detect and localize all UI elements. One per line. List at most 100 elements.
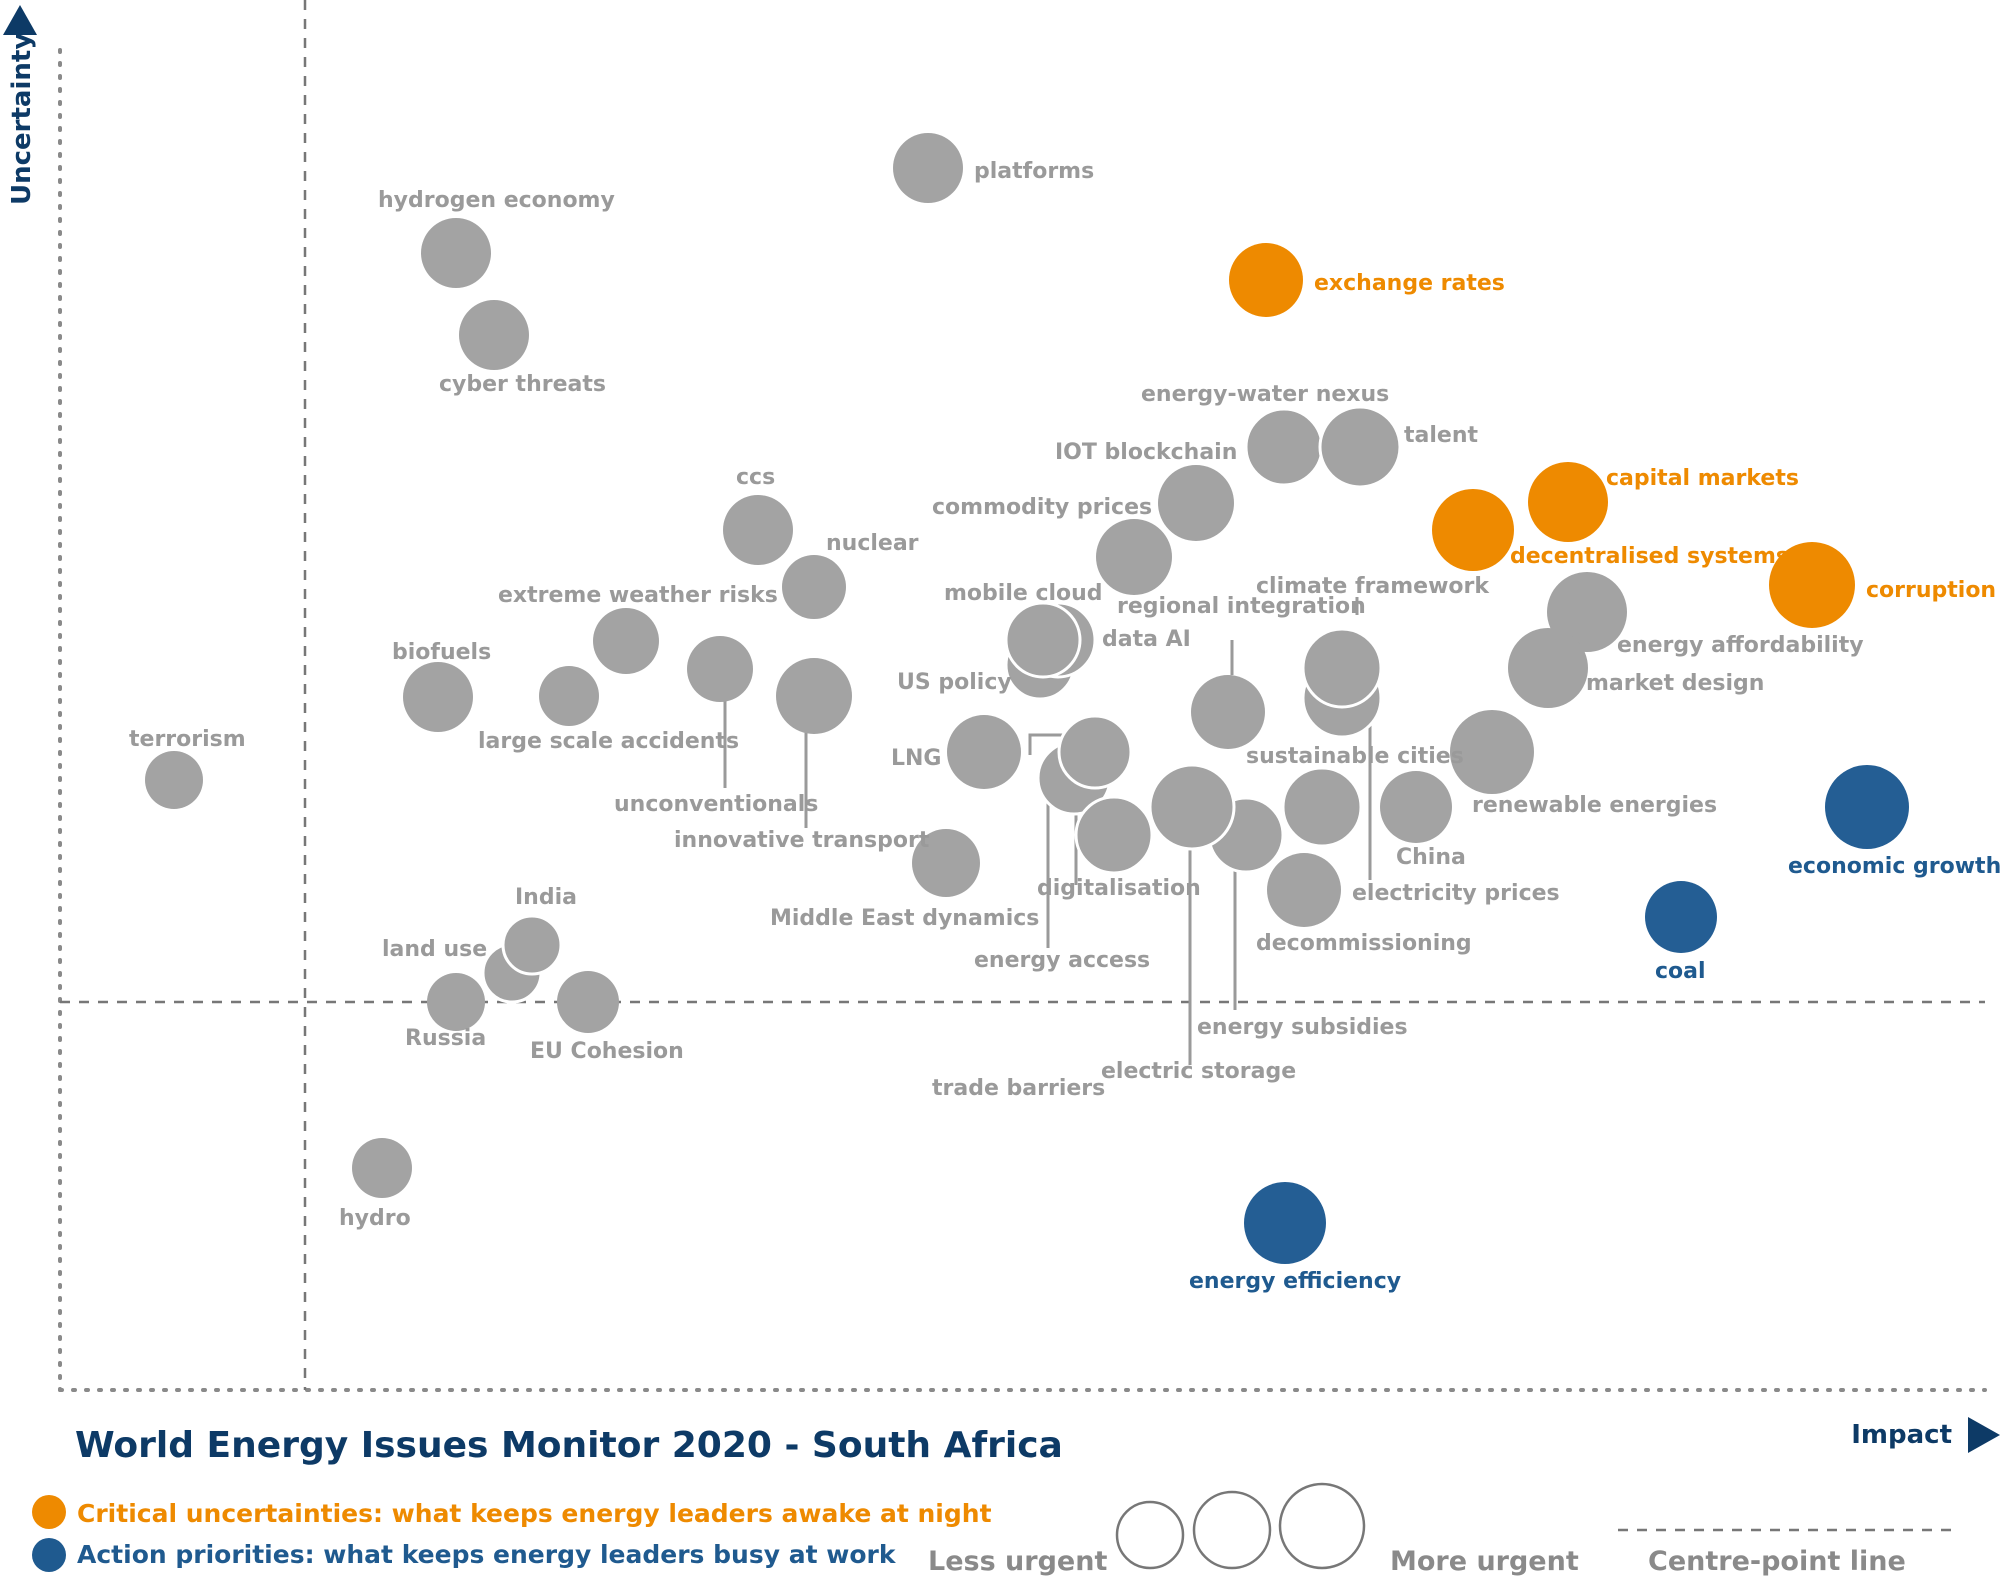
bubble-extreme-weather-risks <box>593 608 659 674</box>
label-iot-blockchain: IOT blockchain <box>1055 440 1237 465</box>
label-regional-integration: regional integration <box>1117 594 1366 619</box>
legend-critical: Critical uncertainties: what keeps energ… <box>77 1499 992 1528</box>
y-axis-arrow-icon <box>3 5 37 35</box>
label-hydro: hydro <box>339 1206 411 1231</box>
y-axis-label: Uncertainty <box>7 33 37 205</box>
bubble-climate-framework <box>1301 627 1383 709</box>
bubble-energy-affordability <box>1547 572 1627 652</box>
legend-centre-line: Centre-point line <box>1648 1546 1906 1577</box>
legend-blue-swatch <box>32 1538 66 1572</box>
bubble-energy-water-nexus <box>1244 407 1324 487</box>
legend-less-urgent: Less urgent <box>928 1546 1107 1577</box>
x-axis-arrow-icon <box>1968 1417 2000 1453</box>
label-mobile-cloud: mobile cloud <box>944 581 1103 606</box>
label-eu-cohesion: EU Cohesion <box>530 1039 684 1064</box>
legend-size-large <box>1278 1482 1366 1570</box>
bubble-eu-cohesion <box>557 971 619 1033</box>
label-terrorism: terrorism <box>129 727 246 752</box>
legend-size-medium <box>1192 1490 1272 1570</box>
bubble-biofuels <box>403 662 473 732</box>
bubble-terrorism <box>145 751 203 809</box>
bubble-nuclear <box>782 555 846 619</box>
bubble-decentralised-systems <box>1432 489 1514 571</box>
label-energy-affordability: energy affordability <box>1617 633 1864 658</box>
label-sustainable-cities: sustainable cities <box>1246 744 1464 769</box>
bubble-regional-integration <box>1191 675 1265 749</box>
label-platforms: platforms <box>974 159 1094 184</box>
label-commodity-prices: commodity prices <box>932 495 1152 520</box>
bubble-talent <box>1318 405 1402 489</box>
label-ccs: ccs <box>736 465 775 490</box>
bubble-digitalisation <box>1074 795 1154 875</box>
label-hydrogen-economy: hydrogen economy <box>378 188 615 213</box>
chart-title: World Energy Issues Monitor 2020 - South… <box>75 1425 1063 1466</box>
bubble-lng <box>947 715 1021 789</box>
label-innovative-transport: innovative transport <box>674 828 930 853</box>
label-energy-efficiency: energy efficiency <box>1189 1269 1401 1294</box>
bubble-energy-efficiency <box>1244 1182 1326 1264</box>
label-lng: LNG <box>891 746 942 771</box>
label-nuclear: nuclear <box>826 531 919 556</box>
x-axis-label: Impact <box>1851 1420 1952 1450</box>
label-exchange-rates: exchange rates <box>1314 271 1505 296</box>
label-decentralised-systems: decentralised systems <box>1510 544 1789 569</box>
label-energy-subsidies: energy subsidies <box>1197 1015 1408 1040</box>
legend-action: Action priorities: what keeps energy lea… <box>77 1540 897 1569</box>
label-land-use: land use <box>382 937 487 962</box>
label-market-design: market design <box>1586 671 1764 696</box>
bubbles <box>145 133 1909 1264</box>
label-large-scale-accidents: large scale accidents <box>478 729 739 754</box>
bubble-cyber-threats <box>459 300 529 370</box>
legend-more-urgent: More urgent <box>1390 1546 1579 1577</box>
label-energy-water-nexus: energy-water nexus <box>1141 382 1389 407</box>
label-cyber-threats: cyber threats <box>439 372 606 397</box>
label-biofuels: biofuels <box>392 640 491 665</box>
label-renewable-energies: renewable energies <box>1472 793 1717 818</box>
bubble-decommissioning <box>1267 853 1341 927</box>
bubble-iot-blockchain <box>1158 465 1234 541</box>
bubble-russia <box>427 973 485 1031</box>
legend-size-small <box>1115 1500 1185 1570</box>
label-corruption: corruption <box>1866 578 1996 603</box>
bubble-coal <box>1645 881 1717 953</box>
bubble-trade-barriers <box>1057 714 1133 790</box>
bubble-exchange-rates <box>1229 243 1303 317</box>
bubble-hydrogen-economy <box>421 218 491 288</box>
legend-orange-swatch <box>32 1495 66 1529</box>
label-digitalisation: digitalisation <box>1037 876 1201 901</box>
label-unconventionals: unconventionals <box>614 792 818 817</box>
label-middle-east-dynamics: Middle East dynamics <box>770 906 1039 931</box>
label-us-policy: US policy <box>897 670 1012 695</box>
bubble-middle-east-dynamics <box>912 829 980 897</box>
bubble-hydro <box>352 1138 412 1198</box>
point-labels: platforms hydrogen economy cyber threats… <box>129 159 2000 1294</box>
label-india: India <box>515 885 577 910</box>
label-decommissioning: decommissioning <box>1256 931 1472 956</box>
legend: Critical uncertainties: what keeps energ… <box>32 1482 1958 1577</box>
label-energy-access: energy access <box>974 948 1150 973</box>
label-electric-storage: electric storage <box>1101 1059 1296 1084</box>
label-china: China <box>1396 845 1466 870</box>
label-talent: talent <box>1404 423 1478 448</box>
bubble-electric-storage <box>1148 763 1236 851</box>
bubble-platforms <box>893 133 963 203</box>
bubble-unconventionals <box>687 636 753 702</box>
label-electricity-prices: electricity prices <box>1352 881 1560 906</box>
label-coal: coal <box>1655 959 1706 984</box>
bubble-capital-markets <box>1528 462 1608 542</box>
label-climate-framework: climate framework <box>1256 574 1490 599</box>
bubble-china <box>1380 771 1452 843</box>
bubble-sustainable-cities <box>1281 766 1363 848</box>
label-russia: Russia <box>405 1026 486 1051</box>
bubble-renewable-energies <box>1450 710 1534 794</box>
label-data-ai: data AI <box>1102 627 1191 652</box>
bubble-commodity-prices <box>1096 519 1172 595</box>
bubble-economic-growth <box>1825 765 1909 849</box>
bubble-india <box>501 914 563 976</box>
bubble-mobile-cloud <box>1004 601 1082 679</box>
label-extreme-weather-risks: extreme weather risks <box>498 583 778 608</box>
bubble-large-scale-accidents <box>539 666 599 726</box>
label-trade-barriers: trade barriers <box>932 1076 1105 1101</box>
label-economic-growth: economic growth <box>1788 854 2000 879</box>
